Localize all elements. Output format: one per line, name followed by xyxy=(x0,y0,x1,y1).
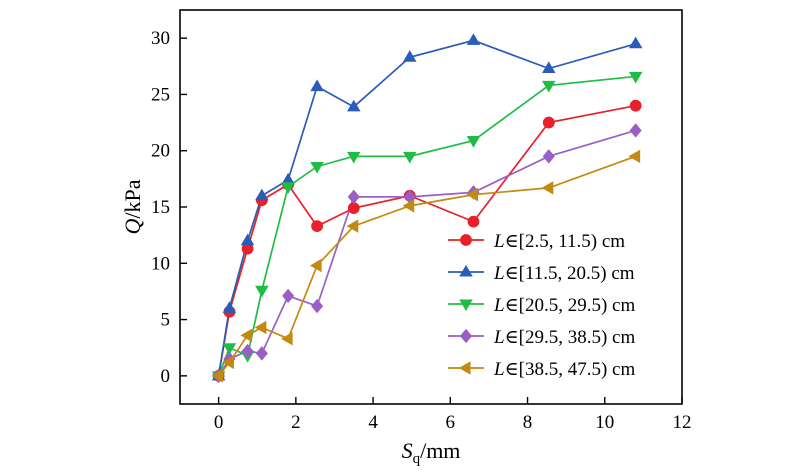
legend-range: ∈[11.5, 20.5) cm xyxy=(505,263,635,284)
x-tick-label: 8 xyxy=(523,412,533,433)
y-tick-label: 0 xyxy=(161,366,171,387)
y-tick-label: 30 xyxy=(151,28,170,49)
series-5-point xyxy=(222,355,234,370)
x-tick-label: 10 xyxy=(595,412,614,433)
series-2-point xyxy=(347,99,361,112)
series-4-point xyxy=(311,298,324,314)
series-3-point xyxy=(347,151,361,164)
y-tick-label: 25 xyxy=(151,84,170,105)
legend-variable: L xyxy=(493,263,505,284)
series-4-point xyxy=(542,149,555,164)
x-tick-label: 6 xyxy=(446,412,456,433)
series-1-point xyxy=(542,116,555,129)
series-5-point xyxy=(346,219,359,233)
legend-variable: L xyxy=(493,231,505,252)
legend-range: ∈[20.5, 29.5) cm xyxy=(505,295,636,316)
legend-marker xyxy=(459,299,473,312)
x-axis-ticks: 0 2 4 6 8 10 12 xyxy=(214,397,692,433)
series-3-point xyxy=(255,285,269,298)
legend-label: L∈[29.5, 38.5) cm xyxy=(493,327,635,348)
y-axis-symbol: Q xyxy=(120,219,145,235)
series-2-point xyxy=(542,61,556,74)
series-1-point xyxy=(311,220,323,233)
series-5-point xyxy=(280,331,293,346)
series-5-point xyxy=(211,369,224,383)
legend-range: ∈[2.5, 11.5) cm xyxy=(505,231,626,252)
legend-label: L∈[38.5, 47.5) cm xyxy=(493,359,635,380)
series-2-line xyxy=(217,39,636,376)
series-5-point xyxy=(240,328,253,343)
series-5-point xyxy=(628,149,641,164)
x-axis-symbol: S xyxy=(402,438,413,463)
series-5-point xyxy=(254,320,267,335)
legend-marker xyxy=(460,234,472,246)
y-axis-unit: /kPa xyxy=(120,179,145,218)
legend-range: ∈[38.5, 47.5) cm xyxy=(505,359,636,380)
legend-variable: L xyxy=(493,295,505,316)
series-3-point xyxy=(403,151,417,164)
x-tick-label: 0 xyxy=(214,412,224,433)
legend-marker xyxy=(459,264,473,277)
legend: L∈[2.5, 11.5) cmL∈[11.5, 20.5) cmL∈[20.5… xyxy=(448,231,635,380)
x-axis-unit: /mm xyxy=(420,438,460,463)
series-3-point xyxy=(222,343,237,355)
series-3-point xyxy=(542,80,556,93)
series-4-point xyxy=(347,189,360,205)
series-5-point xyxy=(541,181,554,195)
x-axis-subscript: q xyxy=(413,451,421,467)
series-1-point xyxy=(347,202,360,215)
x-tick-label: 2 xyxy=(291,412,301,433)
series-2-point xyxy=(310,79,324,92)
x-tick-label: 4 xyxy=(368,412,378,433)
y-tick-label: 20 xyxy=(151,141,170,162)
series-5-point xyxy=(466,187,479,202)
series-4-point xyxy=(255,346,268,361)
legend-range: ∈[29.5, 38.5) cm xyxy=(505,327,636,348)
y-tick-label: 5 xyxy=(161,310,171,331)
series-2-point xyxy=(222,301,237,313)
series-4-point xyxy=(282,288,295,304)
series-2-point xyxy=(628,36,643,49)
series-2-point xyxy=(466,33,481,45)
legend-marker xyxy=(458,361,471,375)
x-tick-label: 12 xyxy=(673,412,692,433)
legend-variable: L xyxy=(493,327,505,348)
y-tick-label: 10 xyxy=(151,253,170,274)
series-2-point xyxy=(255,188,269,201)
y-axis-ticks: 0 5 10 15 20 25 30 xyxy=(151,28,187,387)
series-1-point xyxy=(629,99,642,112)
series-4-point xyxy=(241,343,254,359)
plot-lines xyxy=(217,39,636,377)
series-3-point xyxy=(281,182,295,194)
series-3-point xyxy=(310,161,324,174)
legend-item-2: L∈[11.5, 20.5) cm xyxy=(448,263,635,284)
y-tick-label: 15 xyxy=(151,197,170,218)
legend-label: L∈[2.5, 11.5) cm xyxy=(493,231,625,252)
legend-variable: L xyxy=(493,359,505,380)
series-2-point xyxy=(240,233,255,246)
legend-item-1: L∈[2.5, 11.5) cm xyxy=(448,231,625,252)
series-5-point xyxy=(402,199,415,213)
legend-item-4: L∈[29.5, 38.5) cm xyxy=(448,327,635,348)
series-1-point xyxy=(467,215,480,228)
series-4-point xyxy=(629,123,642,138)
plot-markers xyxy=(211,33,643,384)
legend-item-3: L∈[20.5, 29.5) cm xyxy=(448,295,635,316)
legend-item-5: L∈[38.5, 47.5) cm xyxy=(448,359,635,380)
legend-marker xyxy=(459,328,473,344)
series-5-point xyxy=(309,258,322,273)
legend-label: L∈[11.5, 20.5) cm xyxy=(493,263,635,284)
x-axis-title: Sq/mm xyxy=(402,438,461,467)
series-3-point xyxy=(466,136,481,148)
legend-label: L∈[20.5, 29.5) cm xyxy=(493,295,635,316)
series-3-point xyxy=(628,71,643,84)
y-axis-title: Q/kPa xyxy=(120,179,145,234)
series-2-point xyxy=(403,50,417,62)
